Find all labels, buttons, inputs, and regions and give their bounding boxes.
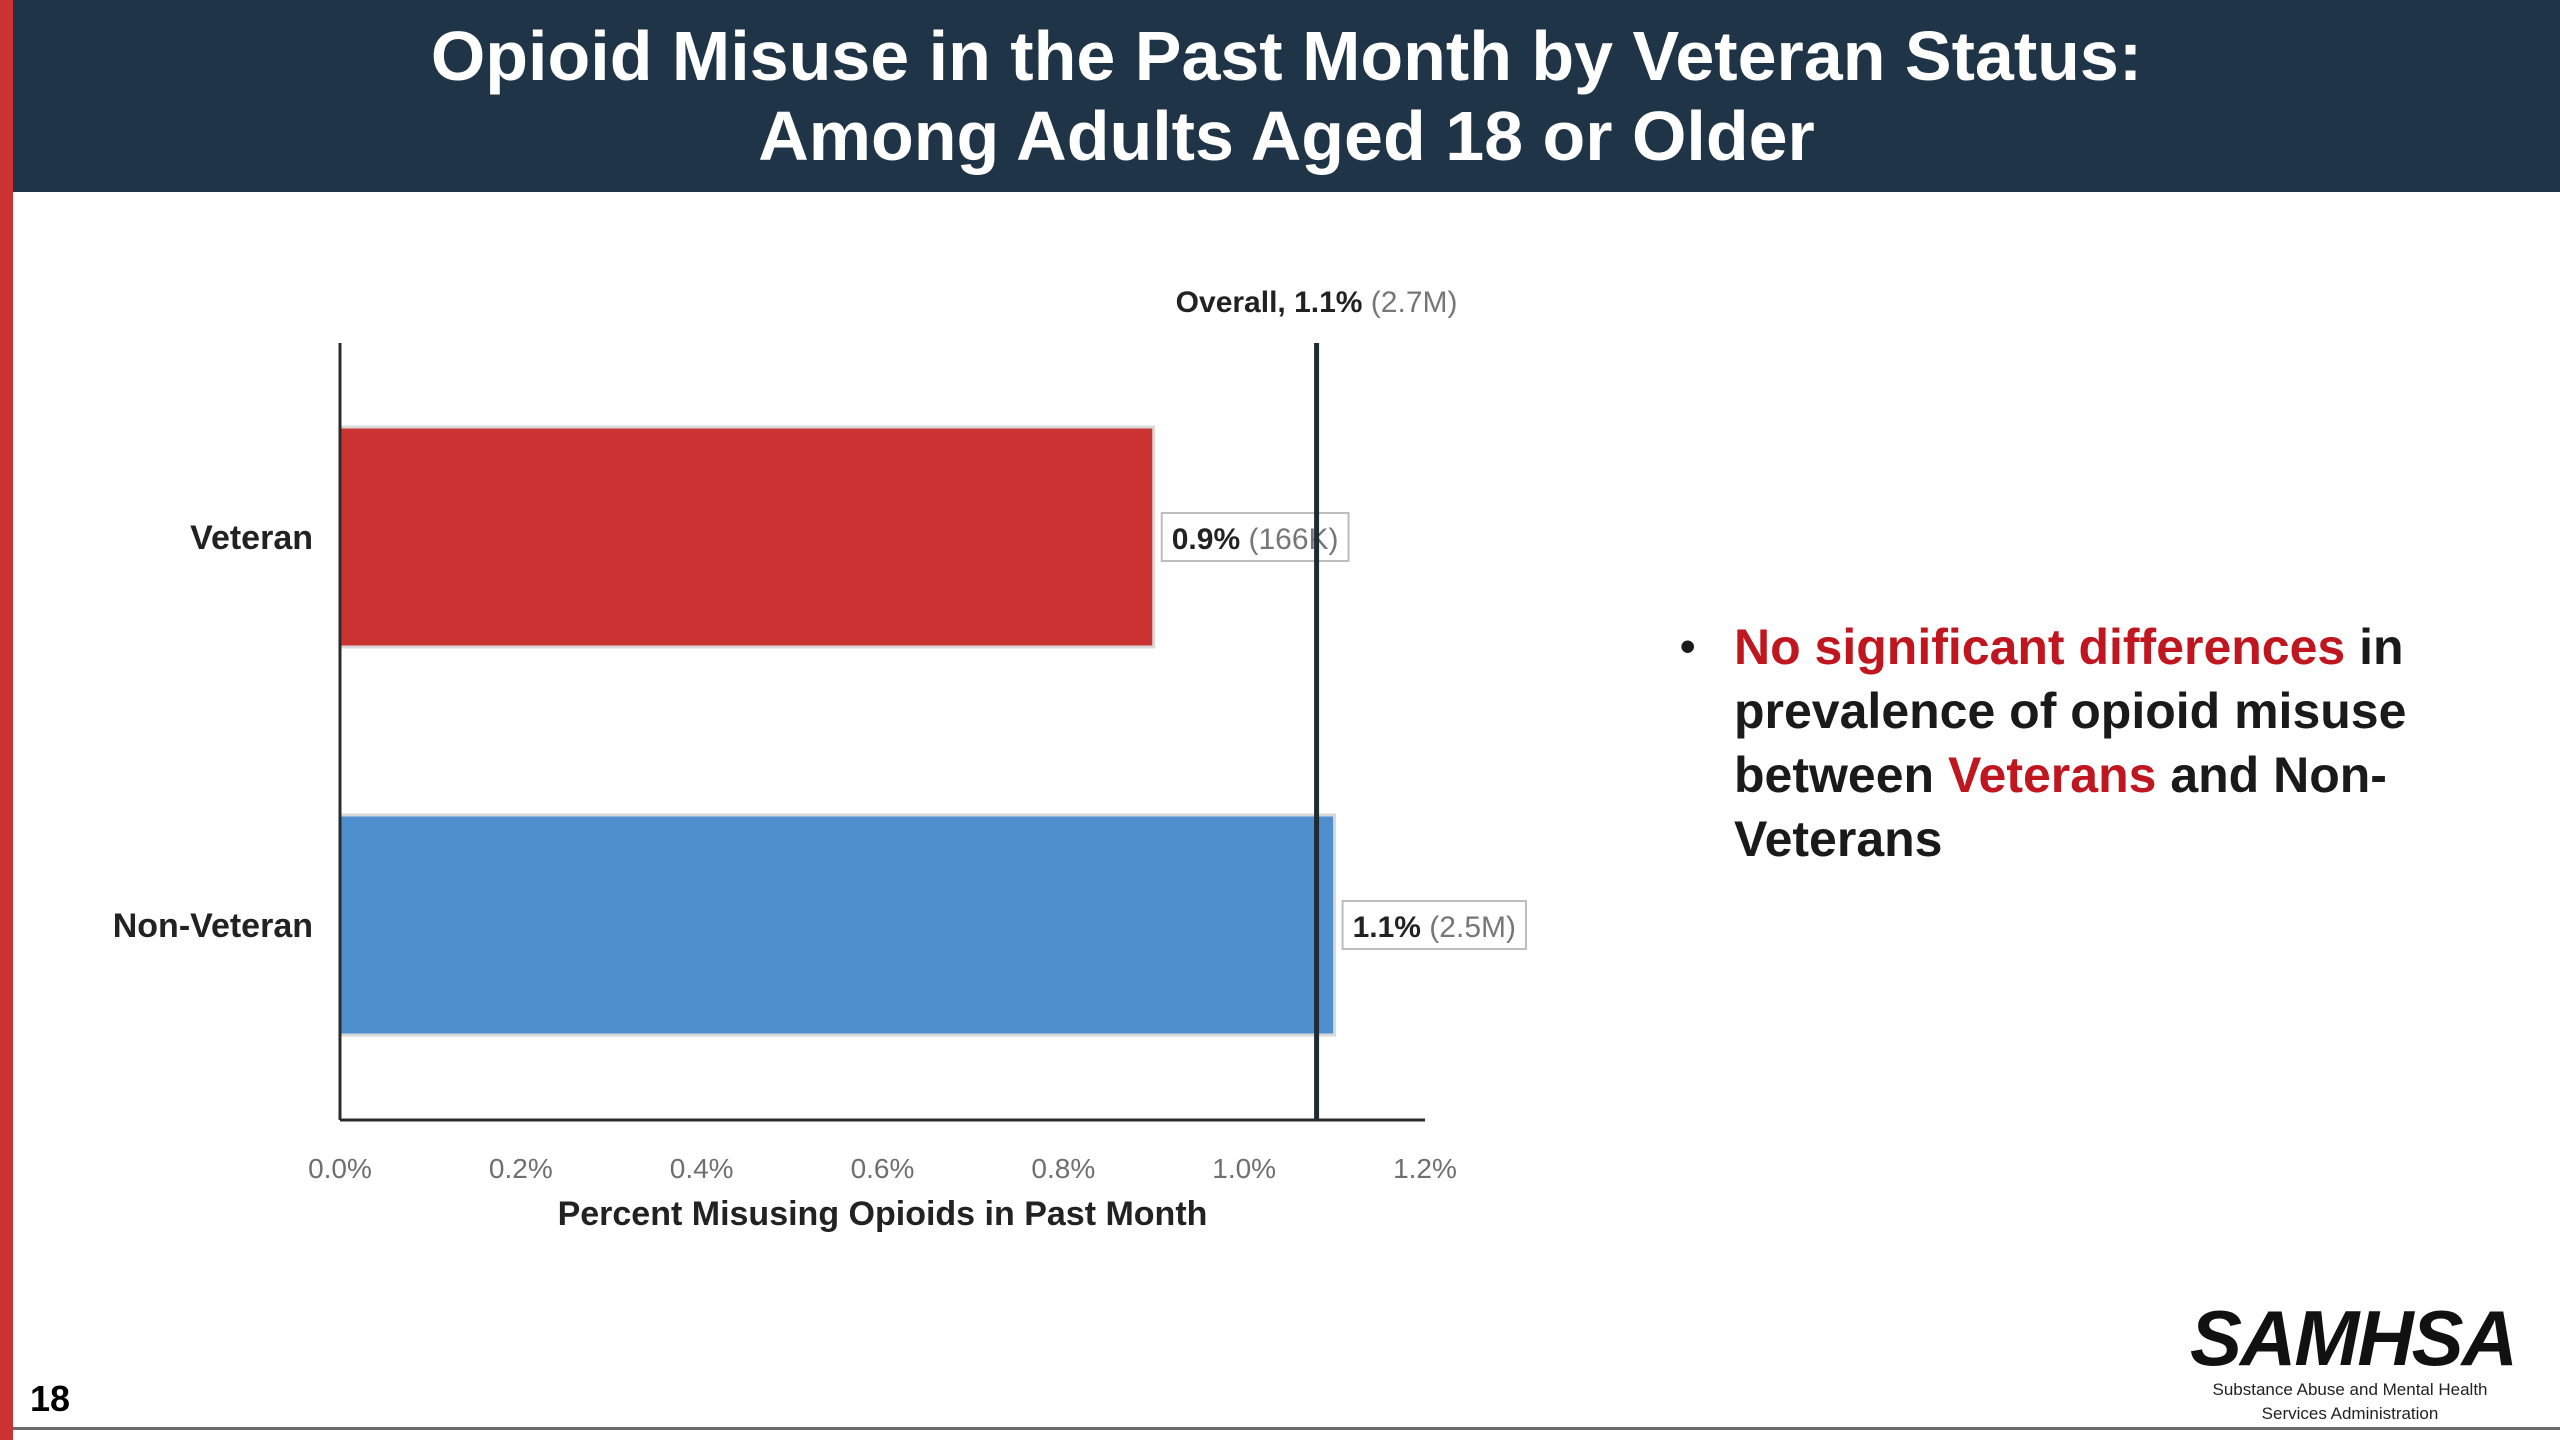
- data-label-text: 1.1% (2.5M): [1353, 911, 1516, 944]
- data-label-text: 0.9% (166K): [1172, 523, 1339, 556]
- bullet-text-4: and Non-Veterans: [1734, 747, 2387, 867]
- bar-veteran: [338, 425, 1156, 649]
- slide-number: 18: [30, 1378, 71, 1419]
- bullet-marker: •: [1680, 622, 1696, 671]
- bullet-text: No significant differences in prevalence…: [1734, 615, 2460, 871]
- samhsa-logo: SAMHSA Substance Abuse and Mental Health…: [2190, 1294, 2518, 1424]
- x-tick-label: 0.0%: [308, 1153, 372, 1184]
- overall-reference-label: Overall, 1.1% (2.7M): [1176, 286, 1458, 319]
- logo-subtitle-1: Substance Abuse and Mental Health: [2212, 1380, 2488, 1399]
- bullet-text-2: in prevalence of opioid misuse between: [1734, 619, 2407, 803]
- x-tick-label: 0.6%: [851, 1153, 915, 1184]
- title-banner: Opioid Misuse in the Past Month by Veter…: [13, 0, 2560, 192]
- x-tick-label: 1.2%: [1393, 1153, 1457, 1184]
- logo-wordmark: SAMHSA: [2190, 1294, 2518, 1382]
- x-axis-title: Percent Misusing Opioids in Past Month: [558, 1195, 1208, 1233]
- category-label: Veteran: [190, 519, 313, 557]
- x-tick-label: 0.4%: [670, 1153, 734, 1184]
- footer-divider: [13, 1427, 2560, 1430]
- bar-non-veteran: [338, 813, 1337, 1037]
- slide-title-line-2: Among Adults Aged 18 or Older: [758, 97, 1815, 175]
- bullet-emphasis-2: Veterans: [1947, 747, 2157, 803]
- slide-title-line-1: Opioid Misuse in the Past Month by Veter…: [430, 17, 2143, 95]
- left-accent-stripe: [0, 0, 13, 1440]
- x-tick-label: 0.8%: [1031, 1153, 1095, 1184]
- bullet-point: • No significant differences in prevalen…: [1680, 615, 2460, 871]
- x-tick-label: 1.0%: [1212, 1153, 1276, 1184]
- data-label-box: [1341, 900, 1527, 950]
- x-tick-label: 0.2%: [489, 1153, 553, 1184]
- category-label: Non-Veteran: [113, 907, 313, 945]
- data-label: 0.9% (166K): [1160, 512, 1350, 562]
- logo-subtitle-2: Services Administration: [2261, 1404, 2439, 1423]
- bullet-emphasis-1: No significant differences: [1734, 619, 2346, 675]
- data-label: 1.1% (2.5M): [1341, 900, 1527, 950]
- bar-chart: Veteran 0.9% (166K) Non-Veteran 1.1% (2.5M)…: [113, 286, 1527, 1233]
